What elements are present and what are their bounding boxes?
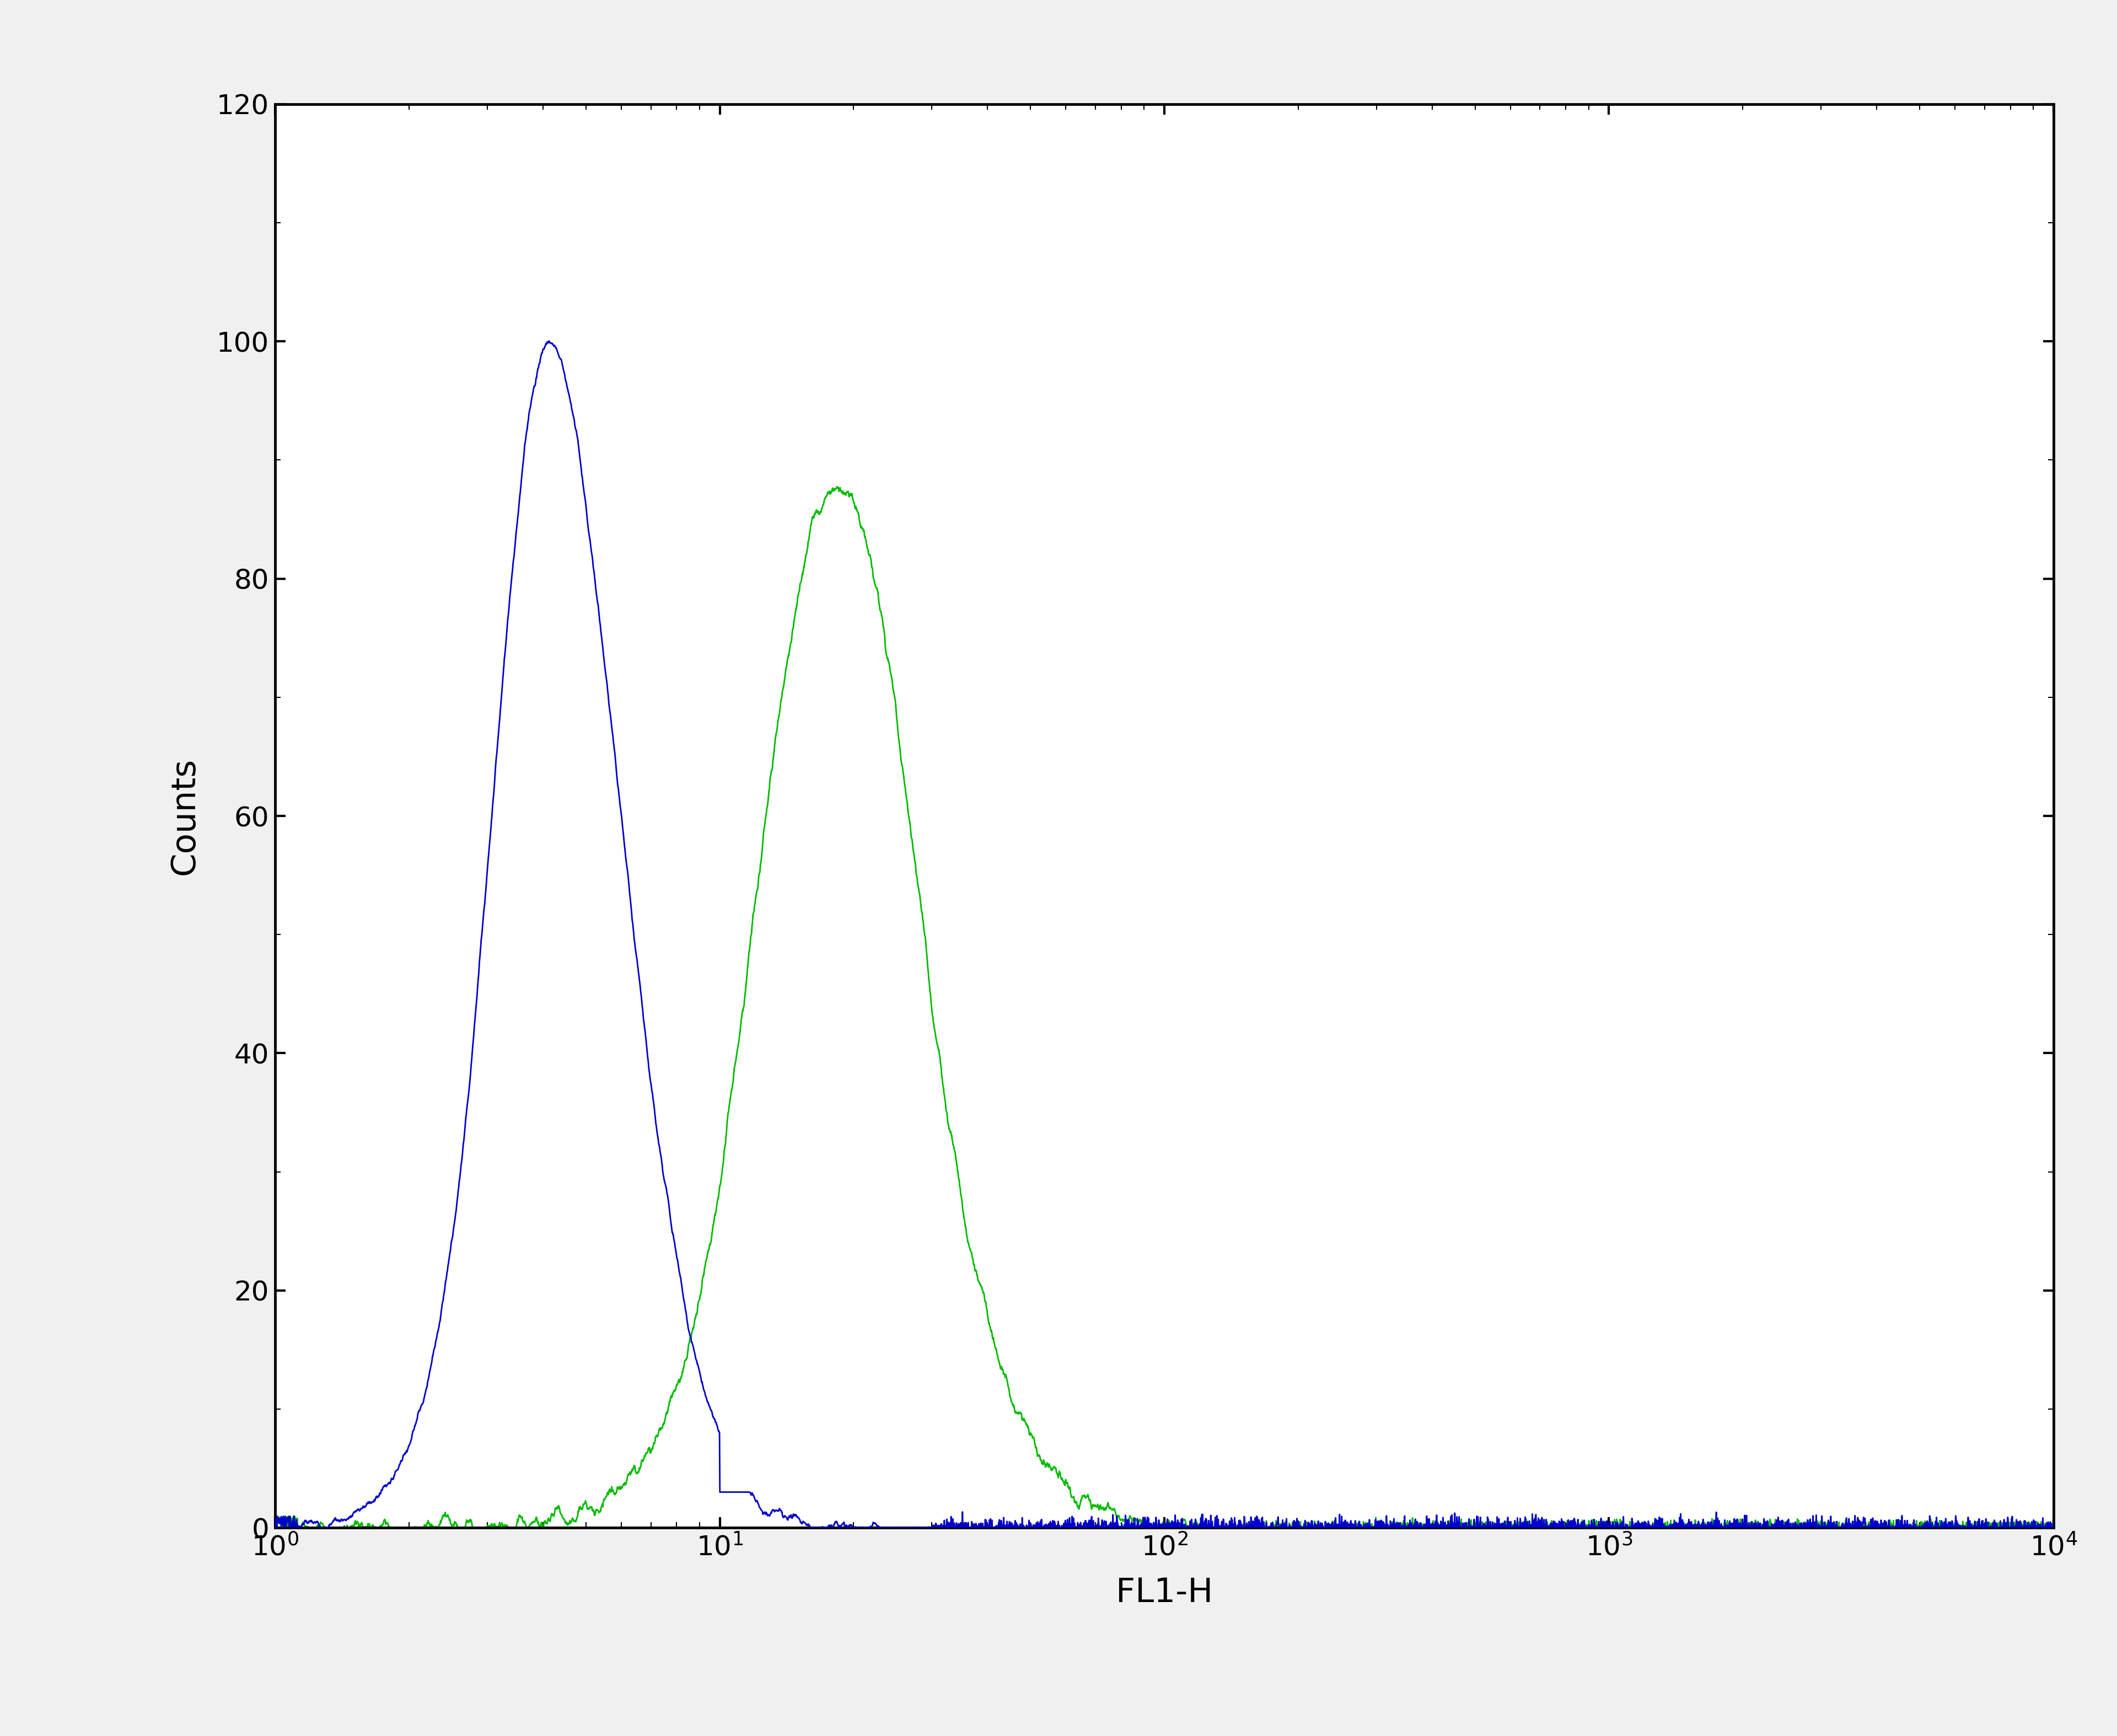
X-axis label: FL1-H: FL1-H (1116, 1576, 1213, 1609)
Y-axis label: Counts: Counts (169, 757, 201, 875)
